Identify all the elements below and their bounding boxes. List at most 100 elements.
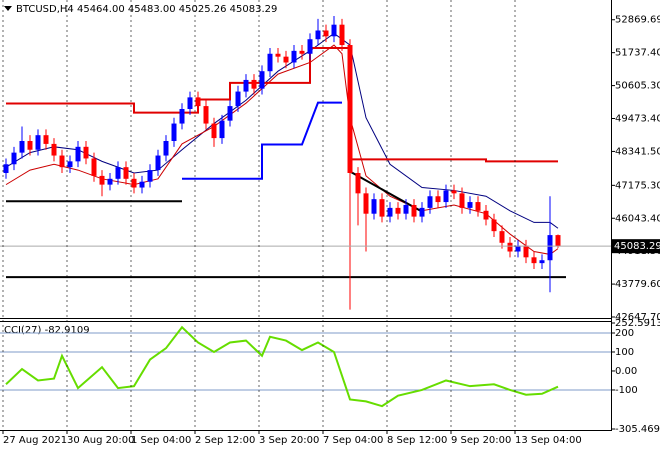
candle-body bbox=[475, 202, 481, 211]
candle-body bbox=[3, 164, 9, 173]
y-tick-label: 47175.30 bbox=[615, 180, 660, 191]
candle-body bbox=[339, 24, 345, 46]
x-tick-label: 3 Sep 20:00 bbox=[259, 435, 319, 446]
y-tick-label: 48341.50 bbox=[615, 146, 660, 157]
candle-body bbox=[219, 120, 225, 139]
candle-body bbox=[419, 207, 425, 217]
y-tick-label: 100 bbox=[615, 347, 634, 358]
y-tick-label: 43779.60 bbox=[615, 279, 660, 290]
x-tick-label: 7 Sep 04:00 bbox=[323, 435, 383, 446]
candle-body bbox=[411, 204, 417, 217]
candle-body bbox=[115, 167, 121, 179]
candle-body bbox=[451, 190, 457, 194]
candle-body bbox=[91, 158, 97, 176]
y-tick-label: 46043.40 bbox=[615, 213, 660, 224]
candle-body bbox=[491, 219, 497, 232]
candle-body bbox=[347, 45, 353, 173]
candle-body bbox=[147, 170, 153, 182]
candle-body bbox=[107, 178, 113, 185]
indicator-line bbox=[182, 101, 342, 180]
x-tick-label: 8 Sep 12:00 bbox=[387, 435, 447, 446]
x-tick-label: 1 Sep 04:00 bbox=[131, 435, 191, 446]
y-tick-label: 50605.30 bbox=[615, 81, 660, 92]
candle-body bbox=[27, 141, 33, 150]
y-tick-label: 52869.69 bbox=[615, 15, 660, 26]
candle-body bbox=[227, 106, 233, 121]
y-tick-label: 200 bbox=[615, 328, 634, 339]
candle-body bbox=[355, 172, 361, 194]
indicator-title: CCI(27) -82.9109 bbox=[4, 325, 90, 336]
candle-body bbox=[163, 141, 169, 156]
candle-body bbox=[203, 106, 209, 124]
candle-body bbox=[323, 30, 329, 37]
candle-body bbox=[275, 53, 281, 57]
candle-body bbox=[467, 202, 473, 208]
chart-title: BTCUSD,H4 45464.00 45483.00 45025.26 450… bbox=[16, 4, 277, 15]
candle-body bbox=[299, 50, 305, 54]
candle-body bbox=[83, 146, 89, 159]
candle-body bbox=[523, 245, 529, 258]
candle-body bbox=[427, 196, 433, 208]
candle-body bbox=[35, 135, 41, 150]
candle-body bbox=[307, 39, 313, 54]
indicator-line bbox=[349, 170, 423, 213]
candle-body bbox=[211, 123, 217, 139]
candle-body bbox=[251, 79, 257, 89]
candle-body bbox=[555, 235, 561, 247]
candle-body bbox=[531, 257, 537, 264]
candle-body bbox=[507, 242, 513, 252]
y-tick-label: 51737.40 bbox=[615, 48, 660, 59]
cci-line bbox=[5, 325, 559, 408]
last-price-box bbox=[611, 239, 660, 254]
candle-body bbox=[331, 24, 337, 37]
candle-body bbox=[515, 245, 521, 252]
candle-body bbox=[99, 175, 105, 185]
x-tick-label: 13 Sep 04:00 bbox=[515, 435, 582, 446]
x-tick-label: 30 Aug 20:00 bbox=[67, 435, 134, 446]
candle-body bbox=[283, 56, 289, 63]
candle-body bbox=[499, 231, 505, 243]
candle-body bbox=[539, 260, 545, 264]
candle-body bbox=[59, 155, 65, 168]
candle-body bbox=[75, 146, 81, 162]
candle-body bbox=[267, 53, 273, 72]
candle-body bbox=[123, 167, 129, 179]
candle-body bbox=[243, 79, 249, 92]
y-tick-label: -305.4693 bbox=[615, 424, 660, 435]
candle-body bbox=[139, 181, 145, 188]
x-tick-label: 9 Sep 20:00 bbox=[451, 435, 511, 446]
candle-body bbox=[371, 199, 377, 214]
candle-body bbox=[459, 193, 465, 208]
candle-body bbox=[131, 178, 137, 188]
menu-icon[interactable] bbox=[4, 6, 12, 11]
candle-body bbox=[315, 30, 321, 40]
candle-body bbox=[443, 190, 449, 203]
candle-body bbox=[67, 161, 73, 168]
y-tick-label: 49473.40 bbox=[615, 114, 660, 125]
indicator-line bbox=[6, 46, 558, 163]
candle-body bbox=[19, 141, 25, 153]
x-tick-label: 2 Sep 12:00 bbox=[195, 435, 255, 446]
candle-body bbox=[11, 152, 17, 165]
candle-body bbox=[403, 204, 409, 214]
candle-body bbox=[235, 91, 241, 107]
candle-body bbox=[379, 199, 385, 217]
candle-body bbox=[187, 97, 193, 110]
candle-body bbox=[547, 235, 553, 261]
candle-body bbox=[43, 135, 49, 144]
candle-body bbox=[363, 193, 369, 214]
candle-body bbox=[155, 155, 161, 171]
last-price-label: 45083.29 bbox=[614, 241, 660, 252]
candle-body bbox=[387, 207, 393, 217]
x-tick-label: 27 Aug 2021 bbox=[3, 435, 67, 446]
y-tick-label: 0.00 bbox=[615, 366, 637, 377]
candle-body bbox=[195, 97, 201, 107]
candle-body bbox=[51, 143, 57, 156]
y-tick-label: -100 bbox=[615, 385, 638, 396]
candle-body bbox=[259, 71, 265, 89]
y-tick-label: 42647.70 bbox=[615, 312, 660, 323]
y-tick-label: 252.5913 bbox=[615, 318, 660, 329]
candle-body bbox=[395, 207, 401, 214]
